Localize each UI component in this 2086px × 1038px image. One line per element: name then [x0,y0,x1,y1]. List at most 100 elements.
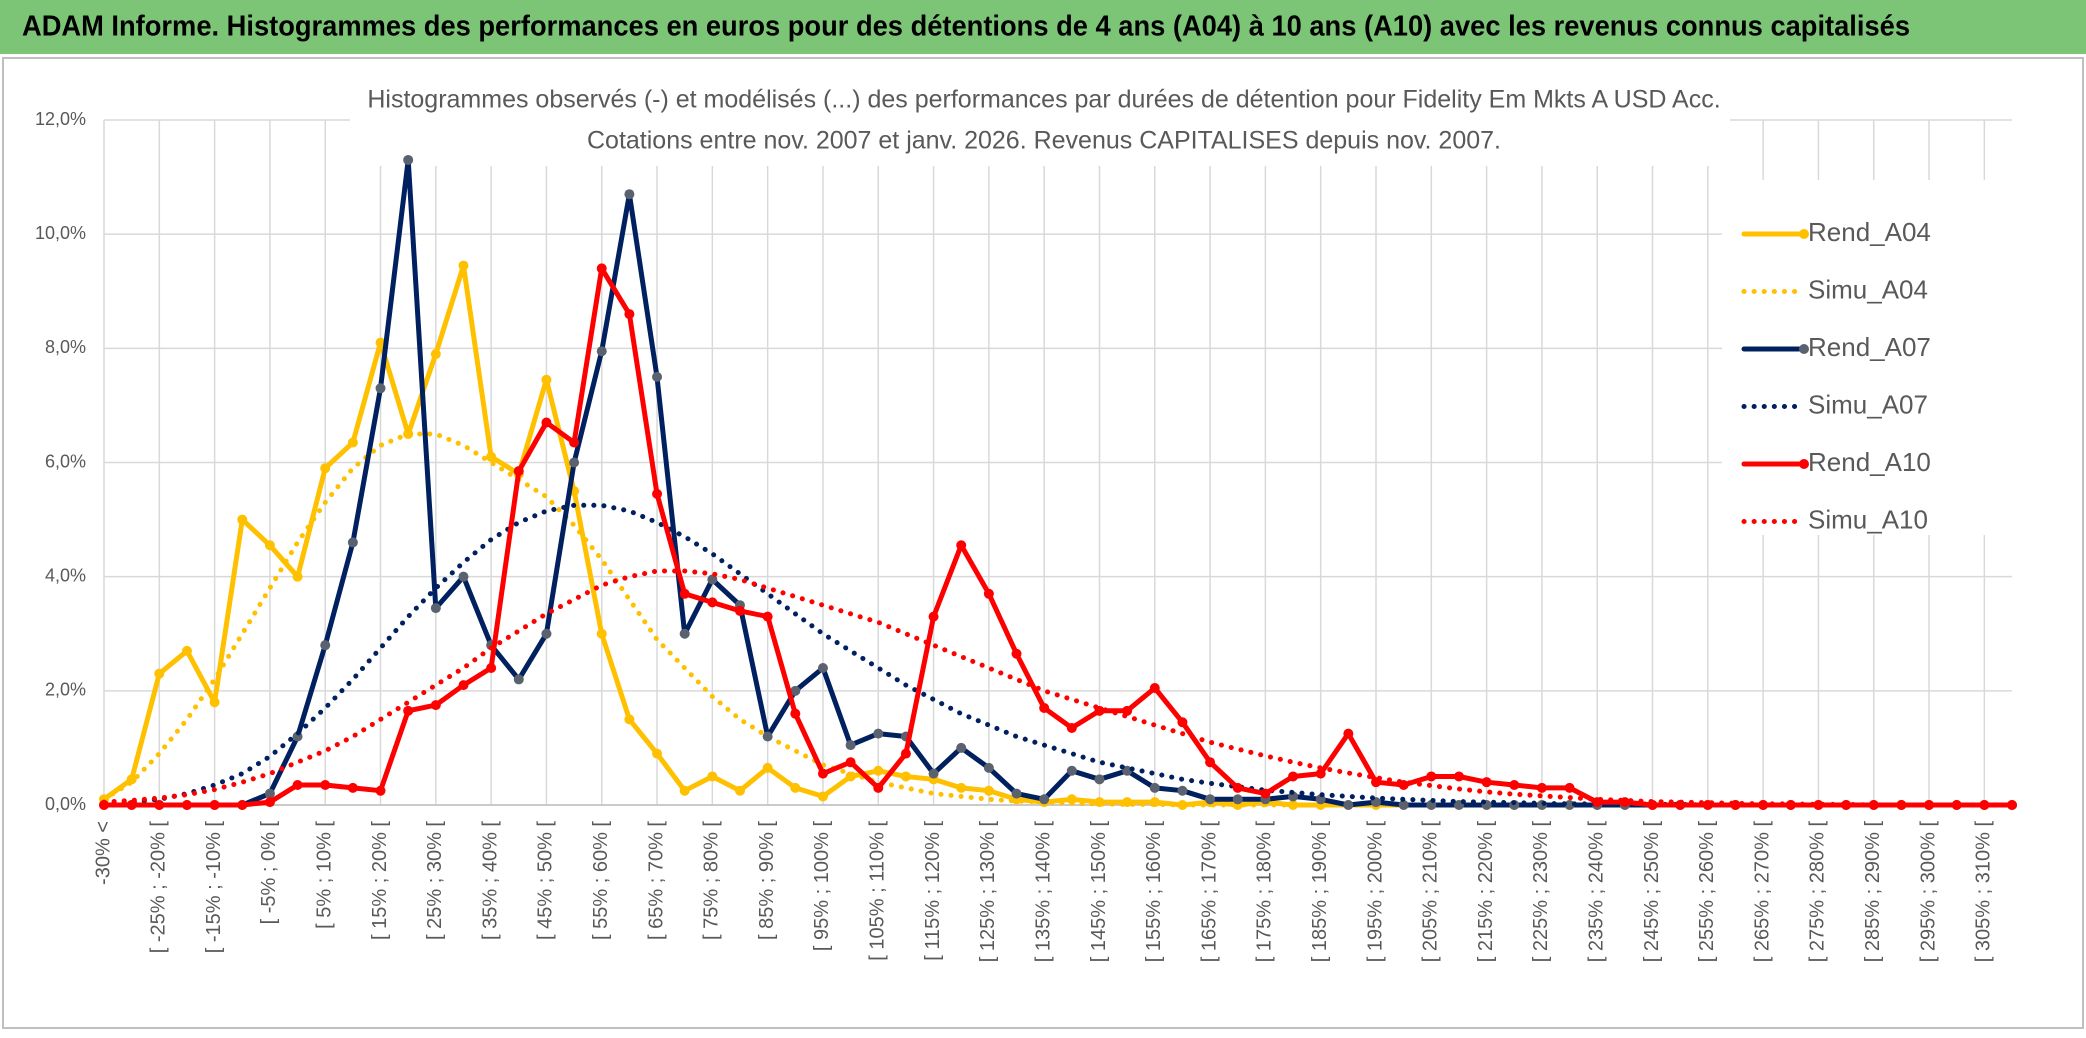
point [347,537,358,548]
point [486,663,497,673]
point [541,628,552,639]
x-tick-label: [ 245% ; 250% [ [1641,821,1663,963]
point [652,371,663,382]
point [1343,728,1354,739]
x-tick-label: [ 265% ; 270% [ [1751,821,1773,963]
y-tick-label: 4,0% [45,565,86,585]
point [652,748,663,759]
y-tick-label: 2,0% [45,680,86,700]
point [1177,717,1188,728]
legend-label: Simu_A10 [1808,504,1928,534]
point [1039,794,1050,805]
point [458,680,469,691]
x-tick-label: [ 15% ; 20% [ [369,821,391,940]
x-tick-label: [ 25% ; 30% [ [424,821,446,940]
y-tick-label: 8,0% [45,337,86,357]
point [817,663,828,673]
point [762,762,773,773]
x-tick-label: [ 195% ; 200% [ [1364,821,1386,963]
x-tick-label: [ 285% ; 290% [ [1862,821,1884,963]
legend-label: Simu_A07 [1808,389,1928,419]
point [403,705,414,716]
point [1177,785,1188,796]
point [679,628,690,639]
point [569,457,580,468]
point [375,383,386,394]
point [707,771,718,782]
point [1066,765,1077,776]
point [430,700,441,711]
observed-line [101,265,2015,808]
x-tick-label: [ 115% ; 120% [ [922,821,944,961]
header-bar [0,0,2086,54]
point [292,571,303,582]
x-tick-label: [ 65% ; 70% [ [645,821,667,940]
point [624,714,635,725]
legend-label: Rend_A04 [1808,217,1931,247]
x-tick-label: [ 125% ; 130% [ [977,821,999,963]
point [817,791,828,802]
point [1398,800,1409,810]
x-tick-label: [ 5% ; 10% [ [313,821,335,929]
x-tick-label: [ 185% ; 190% [ [1309,821,1331,963]
point [1426,771,1437,782]
point [790,782,801,793]
legend-marker [1799,229,1809,239]
point [900,771,911,782]
x-tick-label: -30% < [92,821,114,885]
point [430,603,441,614]
point [1122,765,1133,776]
point [1924,800,1935,810]
point [403,154,414,165]
point [983,785,994,796]
point [154,668,165,679]
point [1315,768,1326,779]
point [652,488,663,499]
x-tick-label: [ 35% ; 40% [ [479,821,501,940]
point [1066,794,1077,805]
point [1205,757,1216,768]
y-tick-label: 12,0% [35,109,86,129]
point [873,782,884,793]
point [679,785,690,796]
point [264,788,275,799]
x-tick-label: [ -25% ; -20% [ [148,821,170,954]
chart-title: Histogrammes observés (-) et modélisés (… [367,86,1720,114]
x-tick-label: [ 95% ; 100% [ [811,821,833,952]
point [1260,788,1271,799]
legend-box [1722,180,2022,535]
legend-label: Simu_A04 [1808,274,1928,304]
point [845,740,856,751]
x-tick-label: [ 305% ; 310% [ [1973,821,1995,963]
x-tick-label: [ 275% ; 280% [ [1807,821,1829,963]
x-tick-label: [ 175% ; 180% [ [1254,821,1276,963]
point [790,708,801,719]
point [900,748,911,759]
point [707,574,718,585]
x-tick-label: [ 135% ; 140% [ [1032,821,1054,963]
y-tick-label: 0,0% [45,794,86,814]
title-backdrop [350,78,1730,166]
point [596,628,607,639]
point [596,263,607,274]
point [956,782,967,793]
point [1564,782,1575,793]
point [292,780,303,791]
point [956,742,967,753]
x-tick-label: [ 55% ; 60% [ [590,821,612,940]
point [762,731,773,742]
x-tick-label: [ 225% ; 230% [ [1530,821,1552,963]
point [2007,800,2017,810]
point [1066,722,1077,733]
point [928,611,939,622]
x-tick-label: [ 105% ; 110% [ [867,821,889,961]
x-tick-label: [ -15% ; -10% [ [203,821,225,954]
point [237,514,248,525]
x-tick-label: [ 155% ; 160% [ [1143,821,1165,963]
point [1481,777,1492,788]
x-tick-label: [ 215% ; 220% [ [1475,821,1497,963]
point [513,674,524,685]
point [541,417,552,428]
point [873,728,884,739]
point [181,800,192,810]
